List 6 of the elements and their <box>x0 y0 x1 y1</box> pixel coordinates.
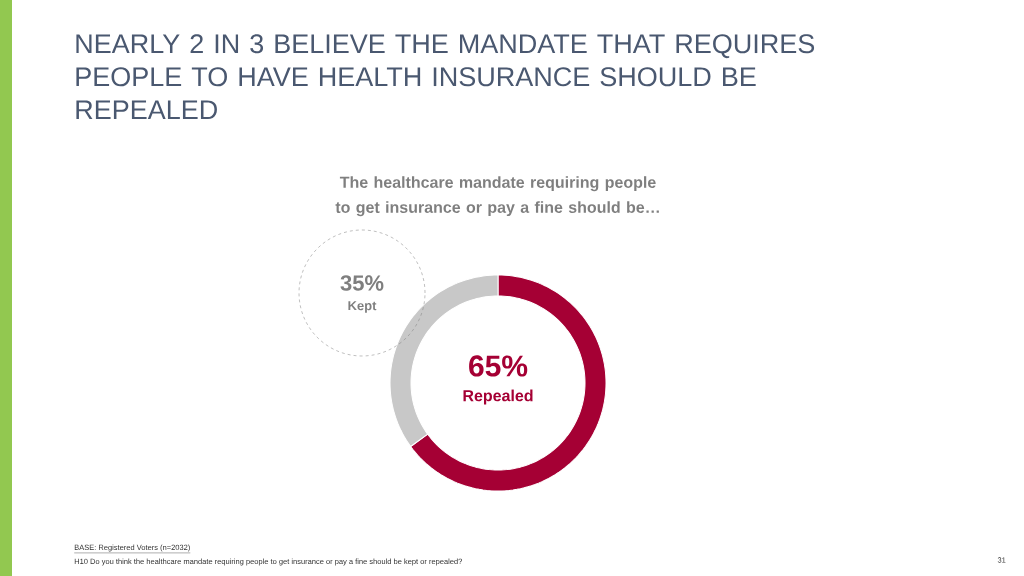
slice-label: Kept <box>348 301 377 313</box>
data-label: 65% <box>469 355 528 377</box>
chart-title: NEARLY 2 IN 3 BELIEVE THE MANDATE THAT REQUIRES PEOPLE TO HAVE HEALTH INSURANCE SHOULD BE REPEALED <box>76 34 815 120</box>
data-label: 35% <box>340 275 384 291</box>
chart-subtitle: The healthcare mandate requiring people to get insurance or pay a fine should be… <box>335 176 659 217</box>
slice-label: Repealed <box>463 389 533 405</box>
